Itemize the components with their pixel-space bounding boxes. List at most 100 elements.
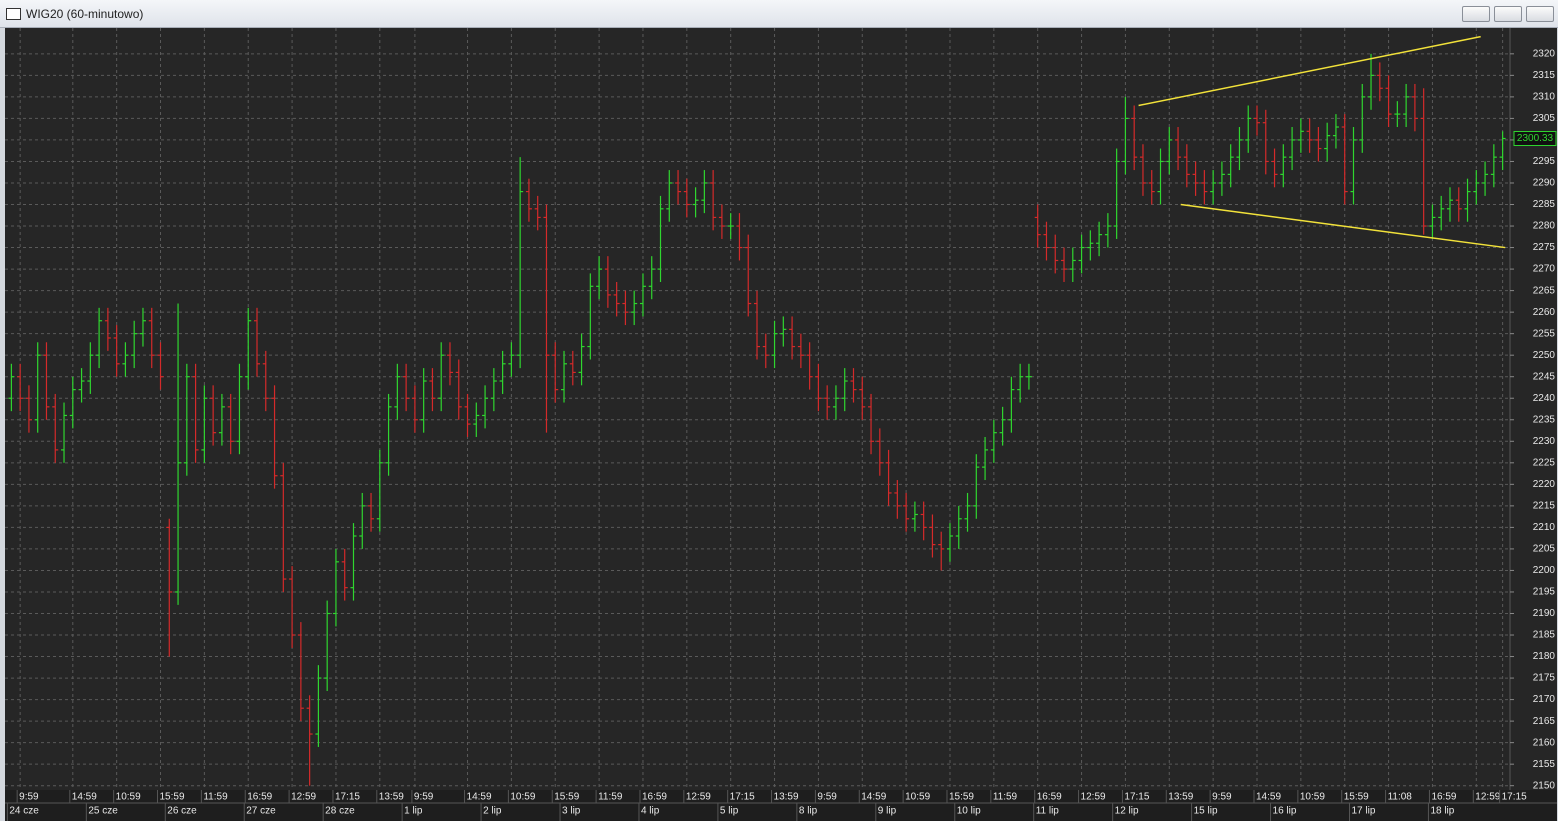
y-tick-label: 2195 bbox=[1533, 587, 1556, 598]
x-tick-label: 17:15 bbox=[1124, 792, 1149, 803]
y-tick-label: 2155 bbox=[1533, 759, 1556, 770]
date-label: 17 lip bbox=[1351, 806, 1375, 817]
y-tick-label: 2295 bbox=[1533, 156, 1556, 167]
y-tick-label: 2210 bbox=[1533, 522, 1556, 533]
y-tick-label: 2265 bbox=[1533, 285, 1556, 296]
y-tick-label: 2240 bbox=[1533, 393, 1556, 404]
date-label: 15 lip bbox=[1194, 806, 1218, 817]
y-tick-label: 2220 bbox=[1533, 479, 1556, 490]
y-tick-label: 2165 bbox=[1533, 716, 1556, 727]
window-title: WIG20 (60-minutowo) bbox=[26, 7, 144, 21]
y-tick-label: 2180 bbox=[1533, 651, 1556, 662]
date-label: 2 lip bbox=[483, 806, 502, 817]
x-tick-label: 13:59 bbox=[774, 792, 799, 803]
y-tick-label: 2270 bbox=[1533, 264, 1556, 275]
x-tick-label: 13:59 bbox=[1168, 792, 1193, 803]
y-tick-label: 2205 bbox=[1533, 544, 1556, 555]
x-tick-label: 15:59 bbox=[160, 792, 185, 803]
x-tick-label: 14:59 bbox=[467, 792, 492, 803]
y-tick-label: 2215 bbox=[1533, 501, 1556, 512]
date-label: 16 lip bbox=[1273, 806, 1297, 817]
x-tick-label: 15:59 bbox=[1344, 792, 1369, 803]
date-label: 3 lip bbox=[562, 806, 581, 817]
y-tick-label: 2280 bbox=[1533, 221, 1556, 232]
x-tick-label: 13:59 bbox=[379, 792, 404, 803]
x-tick-label: 15:59 bbox=[554, 792, 579, 803]
x-tick-label: 10:59 bbox=[510, 792, 535, 803]
x-tick-label: 11:59 bbox=[598, 792, 623, 803]
date-label: 28 cze bbox=[325, 806, 355, 817]
y-tick-label: 2190 bbox=[1533, 608, 1556, 619]
date-label: 8 lip bbox=[799, 806, 818, 817]
window-icon bbox=[6, 8, 21, 20]
y-tick-label: 2305 bbox=[1533, 113, 1556, 124]
y-tick-label: 2150 bbox=[1533, 780, 1556, 791]
x-tick-label: 9:59 bbox=[817, 792, 837, 803]
y-tick-label: 2255 bbox=[1533, 328, 1556, 339]
y-tick-label: 2175 bbox=[1533, 673, 1556, 684]
y-tick-label: 2235 bbox=[1533, 414, 1556, 425]
y-tick-label: 2275 bbox=[1533, 242, 1556, 253]
x-tick-label: 9:59 bbox=[19, 792, 39, 803]
x-tick-label: 12:59 bbox=[1081, 792, 1106, 803]
x-tick-label: 9:59 bbox=[1212, 792, 1232, 803]
close-button[interactable] bbox=[1526, 6, 1554, 22]
date-label: 12 lip bbox=[1115, 806, 1139, 817]
x-tick-label: 14:59 bbox=[861, 792, 886, 803]
y-tick-label: 2225 bbox=[1533, 457, 1556, 468]
date-label: 9 lip bbox=[878, 806, 897, 817]
maximize-button[interactable] bbox=[1494, 6, 1522, 22]
x-tick-label: 11:59 bbox=[993, 792, 1018, 803]
x-tick-label: 10:59 bbox=[905, 792, 930, 803]
x-tick-label: 15:59 bbox=[949, 792, 974, 803]
x-tick-label: 17:15 bbox=[730, 792, 755, 803]
date-label: 1 lip bbox=[404, 806, 423, 817]
x-tick-label: 17:15 bbox=[335, 792, 360, 803]
x-tick-label: 17:15 bbox=[1502, 792, 1527, 803]
x-tick-label: 10:59 bbox=[1300, 792, 1325, 803]
x-tick-label: 16:59 bbox=[1037, 792, 1062, 803]
y-tick-label: 2245 bbox=[1533, 371, 1556, 382]
date-label: 4 lip bbox=[641, 806, 660, 817]
y-tick-label: 2250 bbox=[1533, 350, 1556, 361]
x-tick-label: 16:59 bbox=[642, 792, 667, 803]
y-tick-label: 2200 bbox=[1533, 565, 1556, 576]
x-tick-label: 11:08 bbox=[1388, 792, 1413, 803]
last-price-box bbox=[1513, 131, 1557, 147]
y-tick-label: 2160 bbox=[1533, 737, 1556, 748]
x-tick-label: 10:59 bbox=[116, 792, 141, 803]
x-tick-label: 12:59 bbox=[291, 792, 316, 803]
y-tick-label: 2290 bbox=[1533, 178, 1556, 189]
trend-line bbox=[1180, 203, 1506, 249]
x-tick-label: 11:59 bbox=[203, 792, 228, 803]
date-label: 18 lip bbox=[1430, 806, 1454, 817]
title-bar: WIG20 (60-minutowo) bbox=[0, 0, 1558, 28]
x-tick-label: 9:59 bbox=[414, 792, 434, 803]
y-tick-label: 2320 bbox=[1533, 48, 1556, 59]
x-tick-label: 14:59 bbox=[1256, 792, 1281, 803]
x-tick-label: 14:59 bbox=[72, 792, 97, 803]
y-tick-label: 2310 bbox=[1533, 92, 1556, 103]
y-tick-label: 2315 bbox=[1533, 70, 1556, 81]
y-tick-label: 2230 bbox=[1533, 436, 1556, 447]
date-label: 24 cze bbox=[9, 806, 39, 817]
chart-background bbox=[5, 28, 1557, 821]
date-label: 10 lip bbox=[957, 806, 981, 817]
date-label: 27 cze bbox=[246, 806, 276, 817]
x-tick-label: 16:59 bbox=[1431, 792, 1456, 803]
last-price-label: 2300.33 bbox=[1517, 133, 1554, 144]
trend-line bbox=[1138, 35, 1481, 107]
x-tick-label: 12:59 bbox=[1475, 792, 1500, 803]
minimize-button[interactable] bbox=[1462, 6, 1490, 22]
x-tick-label: 12:59 bbox=[686, 792, 711, 803]
date-label: 26 cze bbox=[167, 806, 197, 817]
y-tick-label: 2260 bbox=[1533, 307, 1556, 318]
y-tick-label: 2285 bbox=[1533, 199, 1556, 210]
date-label: 25 cze bbox=[88, 806, 118, 817]
date-label: 5 lip bbox=[720, 806, 739, 817]
x-tick-label: 16:59 bbox=[247, 792, 272, 803]
y-tick-label: 2170 bbox=[1533, 694, 1556, 705]
y-tick-label: 2185 bbox=[1533, 630, 1556, 641]
